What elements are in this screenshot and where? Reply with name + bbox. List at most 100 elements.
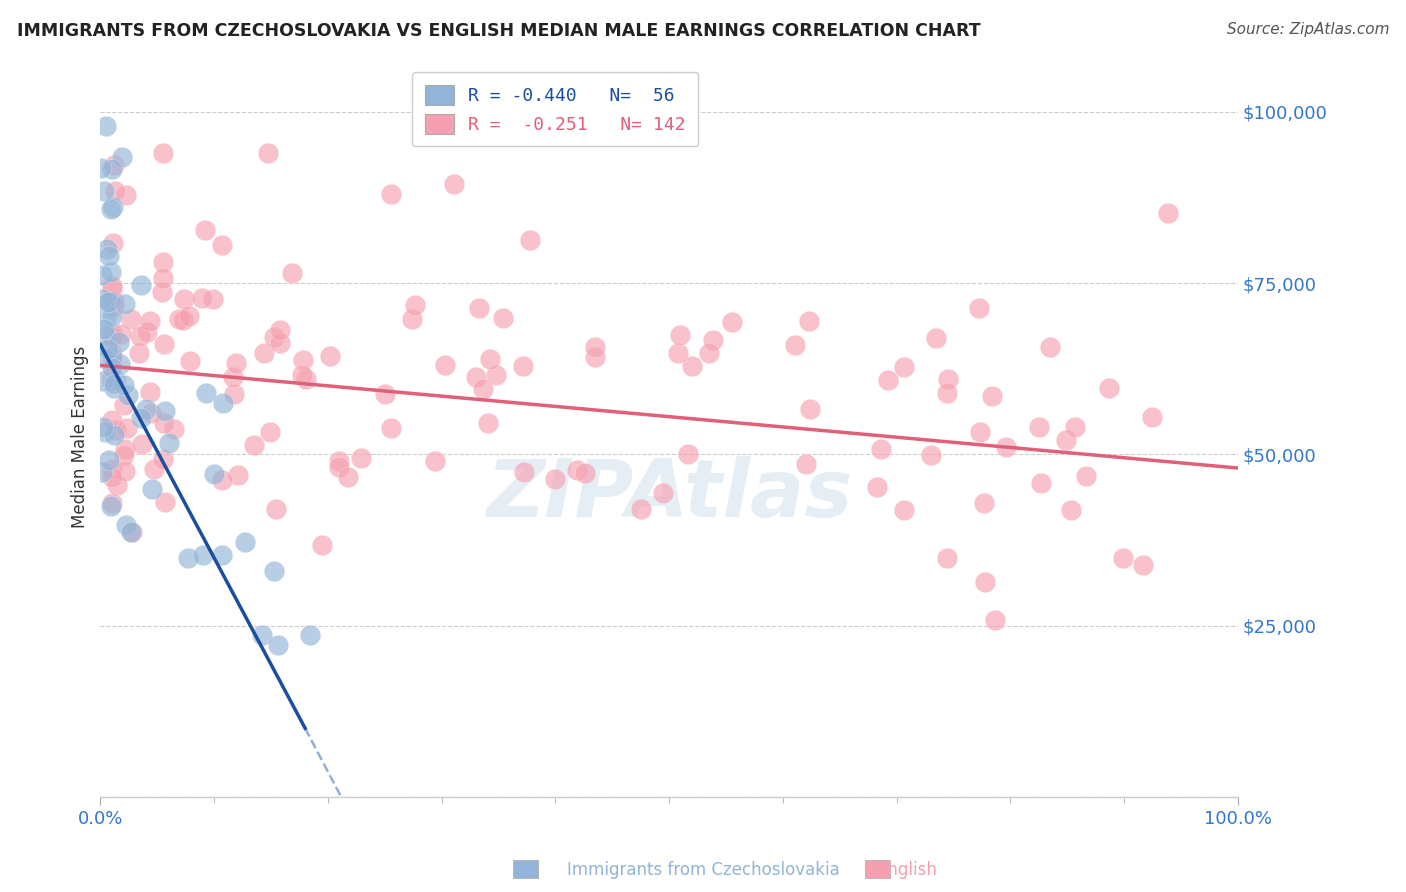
Point bbox=[984, 613, 1007, 627]
Point bbox=[94, 425, 117, 439]
Point bbox=[155, 404, 177, 418]
Point bbox=[101, 350, 124, 364]
Point bbox=[93, 351, 115, 365]
Point bbox=[544, 472, 567, 486]
Point bbox=[936, 372, 959, 386]
Point bbox=[121, 525, 143, 540]
Point bbox=[981, 389, 1004, 403]
Point bbox=[350, 451, 373, 466]
Point bbox=[91, 375, 114, 389]
Bar bbox=[865, 860, 890, 878]
Point bbox=[797, 314, 820, 328]
Point bbox=[105, 373, 128, 387]
Point bbox=[103, 377, 125, 392]
Point bbox=[492, 310, 515, 325]
Point bbox=[152, 271, 174, 285]
Point bbox=[90, 161, 112, 175]
Point bbox=[131, 437, 153, 451]
Point bbox=[967, 301, 990, 316]
Point bbox=[479, 352, 502, 367]
Point bbox=[98, 293, 121, 308]
Point bbox=[97, 342, 120, 356]
Point bbox=[893, 502, 915, 516]
Point bbox=[298, 628, 321, 642]
Point bbox=[115, 421, 138, 435]
Point bbox=[97, 295, 120, 310]
Point bbox=[112, 378, 135, 392]
Point bbox=[138, 384, 160, 399]
Point bbox=[925, 330, 948, 344]
Point bbox=[666, 345, 689, 359]
Bar bbox=[513, 860, 538, 878]
Point bbox=[108, 357, 131, 371]
Point bbox=[443, 178, 465, 192]
Point bbox=[866, 480, 889, 494]
Point bbox=[699, 346, 721, 360]
Point bbox=[423, 454, 446, 468]
Point bbox=[94, 310, 117, 325]
Point bbox=[152, 452, 174, 467]
Point bbox=[973, 574, 995, 589]
Y-axis label: Median Male Earnings: Median Male Earnings bbox=[72, 346, 89, 528]
Point bbox=[1054, 434, 1077, 448]
Point bbox=[290, 368, 312, 383]
Point bbox=[167, 312, 190, 326]
Point bbox=[93, 321, 115, 335]
Point bbox=[100, 361, 122, 376]
Point bbox=[103, 158, 125, 172]
Point bbox=[567, 463, 589, 477]
Text: ZIPAtlas: ZIPAtlas bbox=[486, 456, 852, 533]
Point bbox=[269, 335, 291, 350]
Point bbox=[311, 538, 333, 552]
Point bbox=[115, 517, 138, 532]
Point bbox=[100, 202, 122, 216]
Text: Source: ZipAtlas.com: Source: ZipAtlas.com bbox=[1226, 22, 1389, 37]
Point bbox=[471, 382, 494, 396]
Point bbox=[114, 442, 136, 456]
Point bbox=[93, 184, 115, 198]
Point bbox=[433, 358, 456, 372]
Point bbox=[225, 356, 247, 370]
Point bbox=[103, 428, 125, 442]
Point bbox=[211, 237, 233, 252]
Point bbox=[202, 292, 225, 306]
Point bbox=[120, 524, 142, 539]
Point bbox=[669, 327, 692, 342]
Point bbox=[1076, 468, 1098, 483]
Point bbox=[153, 337, 176, 351]
Point bbox=[211, 548, 233, 562]
Point bbox=[115, 187, 138, 202]
Point bbox=[1060, 503, 1083, 517]
Point bbox=[1111, 550, 1133, 565]
Point bbox=[380, 186, 402, 201]
Point bbox=[100, 265, 122, 279]
Point bbox=[139, 314, 162, 328]
Point bbox=[404, 298, 426, 312]
Point bbox=[1028, 419, 1050, 434]
Point bbox=[253, 345, 276, 359]
Point bbox=[222, 387, 245, 401]
Point bbox=[129, 411, 152, 425]
Point bbox=[1142, 410, 1164, 425]
Point bbox=[101, 369, 124, 384]
Point bbox=[256, 146, 278, 161]
Point bbox=[177, 550, 200, 565]
Point bbox=[681, 359, 703, 373]
Point bbox=[969, 425, 991, 440]
Point bbox=[1157, 205, 1180, 219]
Point bbox=[105, 477, 128, 491]
Point bbox=[136, 325, 159, 339]
Point bbox=[468, 301, 491, 315]
Point bbox=[920, 448, 942, 462]
Point bbox=[295, 372, 318, 386]
Point bbox=[281, 266, 304, 280]
Point bbox=[401, 312, 423, 326]
Point bbox=[328, 459, 350, 474]
Point bbox=[194, 223, 217, 237]
Point bbox=[485, 368, 508, 383]
Point bbox=[195, 385, 218, 400]
Point bbox=[583, 340, 606, 354]
Point bbox=[91, 420, 114, 434]
Point bbox=[374, 387, 396, 401]
Point bbox=[100, 330, 122, 344]
